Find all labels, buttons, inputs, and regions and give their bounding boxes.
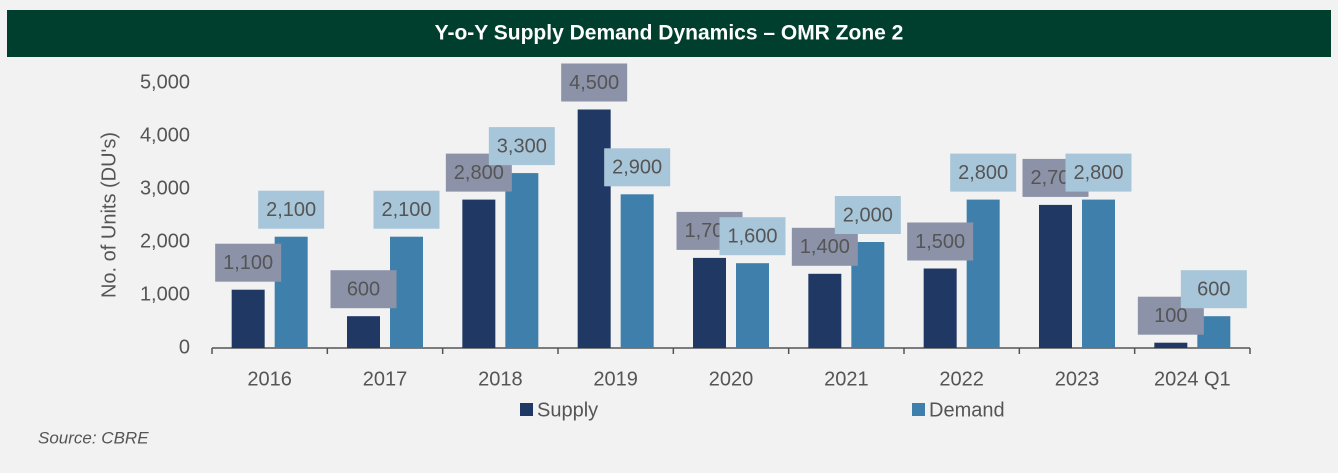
- value-label: 2,800: [958, 162, 1008, 184]
- value-label-box: [791, 227, 858, 266]
- value-label-box: [561, 63, 628, 102]
- value-label: 2,100: [266, 199, 316, 221]
- bar: [693, 257, 726, 348]
- value-label: 600: [347, 278, 380, 300]
- y-axis-label: No. of Units (DU's): [98, 132, 120, 298]
- x-tick-label: 2024 Q1: [1154, 368, 1231, 390]
- x-tick-label: 2023: [1055, 368, 1100, 390]
- y-tick-label: 0: [179, 336, 190, 358]
- value-label-box: [373, 190, 440, 229]
- bar: [1082, 199, 1115, 348]
- y-tick-label: 1,000: [140, 283, 190, 305]
- value-label: 1,400: [800, 236, 850, 258]
- x-tick-label: 2022: [939, 368, 984, 390]
- value-label-box: [258, 190, 325, 229]
- bar: [923, 268, 957, 348]
- value-label-box: [488, 127, 555, 166]
- x-tick-label: 2017: [363, 368, 408, 390]
- legend-label: Demand: [929, 399, 1005, 421]
- value-label: 2,000: [843, 204, 893, 226]
- title-bar: [7, 10, 1331, 57]
- bar: [966, 199, 1000, 348]
- bar: [1039, 204, 1072, 348]
- bar: [231, 289, 265, 348]
- y-tick-label: 5,000: [140, 71, 190, 93]
- y-tick-label: 2,000: [140, 230, 190, 252]
- value-label-box: [907, 222, 974, 261]
- value-label: 1,600: [727, 225, 777, 247]
- bar: [577, 109, 611, 348]
- bar: [620, 194, 654, 348]
- value-label: 100: [1154, 305, 1187, 327]
- value-label-box: [834, 196, 901, 234]
- y-tick-label: 3,000: [140, 177, 190, 199]
- bar: [1154, 342, 1188, 348]
- value-label: 2,900: [612, 157, 662, 179]
- value-label-box: [1065, 153, 1132, 192]
- legend-swatch: [520, 403, 533, 416]
- value-label: 2,800: [1073, 162, 1123, 184]
- bar: [808, 273, 842, 348]
- value-label-box: [604, 148, 671, 187]
- legend-label: Supply: [537, 399, 598, 421]
- value-label-box: [215, 243, 282, 282]
- value-label-box: [719, 217, 786, 256]
- bar: [347, 316, 380, 348]
- x-tick-label: 2020: [709, 368, 754, 390]
- value-label: 4,500: [569, 72, 619, 94]
- bar: [736, 263, 769, 348]
- value-label: 1,100: [223, 252, 273, 274]
- x-tick-label: 2016: [247, 368, 292, 390]
- value-label-box: [330, 270, 397, 309]
- value-label: 2,800: [454, 162, 504, 184]
- bar: [505, 173, 539, 348]
- value-label-box: [950, 153, 1017, 192]
- value-label-box: [1180, 270, 1247, 309]
- y-tick-label: 4,000: [140, 124, 190, 146]
- x-tick-label: 2021: [824, 368, 869, 390]
- value-label: 1,500: [915, 231, 965, 253]
- value-label: 2,100: [381, 199, 431, 221]
- value-label: 3,300: [497, 135, 547, 157]
- value-label: 600: [1197, 278, 1230, 300]
- bar: [462, 199, 496, 348]
- chart-title: Y-o-Y Supply Demand Dynamics – OMR Zone …: [435, 22, 904, 45]
- source: Source: CBRE: [38, 428, 149, 447]
- x-tick-label: 2019: [593, 368, 638, 390]
- x-tick-label: 2018: [478, 368, 523, 390]
- legend-swatch: [912, 403, 925, 416]
